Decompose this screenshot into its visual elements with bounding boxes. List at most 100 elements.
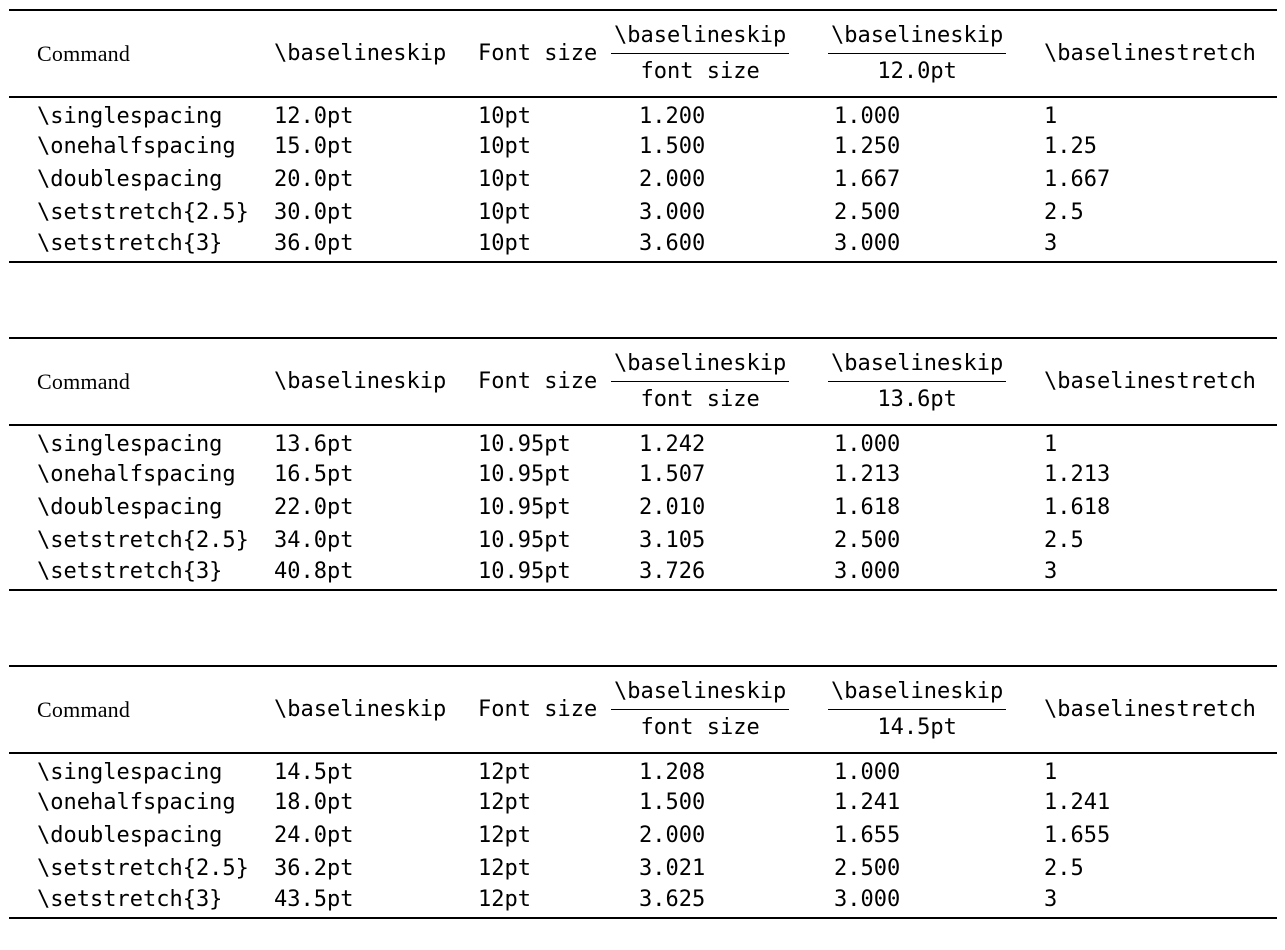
cell-baselineskip: 34.0pt xyxy=(274,528,354,553)
cell-baselinestretch: 3 xyxy=(1044,559,1058,584)
cell-ratio-ref: 1.618 xyxy=(834,495,901,520)
table-row: \setstretch{2.5} 30.0pt 10pt 3.000 2.500… xyxy=(9,196,1277,229)
cell-command: \singlespacing xyxy=(37,759,223,785)
cell-font-size: 12pt xyxy=(478,790,531,815)
spacing-table-12pt: Command \baselineskip Font size \baselin… xyxy=(9,665,1277,919)
cell-ratio-ref: 1.000 xyxy=(834,103,901,129)
cell-command: \singlespacing xyxy=(37,103,223,129)
table-row: \setstretch{3} 40.8pt 10.95pt 3.726 3.00… xyxy=(9,557,1277,590)
header-font-size: Font size xyxy=(478,369,598,394)
table-row: \setstretch{3} 36.0pt 10pt 3.600 3.000 3 xyxy=(9,229,1277,262)
fraction: \baselineskip 14.5pt xyxy=(828,679,1007,740)
header-baselinestretch: \baselinestretch xyxy=(1044,369,1256,394)
cell-baselineskip: 13.6pt xyxy=(274,431,354,457)
cell-baselinestretch: 1 xyxy=(1044,759,1058,785)
cell-baselinestretch: 1.655 xyxy=(1044,823,1111,848)
cell-command: \doublespacing xyxy=(37,495,223,520)
fraction-denominator: font size xyxy=(640,715,760,740)
cell-ratio-ref: 3.000 xyxy=(834,231,901,256)
cell-font-size: 10.95pt xyxy=(478,495,571,520)
cell-ratio-ref: 3.000 xyxy=(834,559,901,584)
table-row: \doublespacing 24.0pt 12pt 2.000 1.655 1… xyxy=(9,819,1277,852)
cell-command: \doublespacing xyxy=(37,167,223,192)
cell-baselineskip: 36.0pt xyxy=(274,231,354,256)
table-row: \setstretch{2.5} 34.0pt 10.95pt 3.105 2.… xyxy=(9,524,1277,557)
cell-baselinestretch: 1.667 xyxy=(1044,167,1111,192)
document-page: Command \baselineskip Font size \baselin… xyxy=(9,9,1277,919)
cell-ratio-fontsize: 1.500 xyxy=(639,790,706,815)
cell-font-size: 12pt xyxy=(478,856,531,881)
cell-command: \onehalfspacing xyxy=(37,134,236,159)
cell-baselinestretch: 1.25 xyxy=(1044,134,1097,159)
table-row: \onehalfspacing 18.0pt 12pt 1.500 1.241 … xyxy=(9,786,1277,819)
cell-font-size: 12pt xyxy=(478,759,531,785)
cell-ratio-ref: 1.250 xyxy=(834,134,901,159)
cell-ratio-fontsize: 2.000 xyxy=(639,823,706,848)
fraction-numerator: \baselineskip xyxy=(828,351,1007,382)
cell-baselineskip: 14.5pt xyxy=(274,759,354,785)
cell-ratio-ref: 1.000 xyxy=(834,431,901,457)
fraction-denominator: 12.0pt xyxy=(877,59,957,84)
cell-ratio-ref: 2.500 xyxy=(834,856,901,881)
cell-ratio-ref: 2.500 xyxy=(834,200,901,225)
cell-font-size: 12pt xyxy=(478,823,531,848)
cell-ratio-fontsize: 1.242 xyxy=(639,431,706,457)
table-row: \doublespacing 20.0pt 10pt 2.000 1.667 1… xyxy=(9,163,1277,196)
fraction: \baselineskip font size xyxy=(611,351,790,412)
cell-font-size: 10.95pt xyxy=(478,559,571,584)
fraction-numerator: \baselineskip xyxy=(611,23,790,54)
fraction: \baselineskip 13.6pt xyxy=(828,351,1007,412)
header-ratio-to-fontsize: \baselineskip font size xyxy=(611,666,828,753)
cell-command: \singlespacing xyxy=(37,431,223,457)
header-font-size: Font size xyxy=(478,41,598,66)
cell-font-size: 10.95pt xyxy=(478,528,571,553)
header-ratio-to-fontsize: \baselineskip font size xyxy=(611,10,828,97)
cell-command: \onehalfspacing xyxy=(37,462,236,487)
table-row: \onehalfspacing 15.0pt 10pt 1.500 1.250 … xyxy=(9,130,1277,163)
header-baselinestretch: \baselinestretch xyxy=(1044,41,1256,66)
cell-baselineskip: 18.0pt xyxy=(274,790,354,815)
cell-baselinestretch: 3 xyxy=(1044,231,1058,256)
fraction: \baselineskip font size xyxy=(611,23,790,84)
cell-command: \doublespacing xyxy=(37,823,223,848)
cell-command: \setstretch{3} xyxy=(37,231,223,256)
cell-baselinestretch: 2.5 xyxy=(1044,856,1084,881)
cell-command: \setstretch{3} xyxy=(37,559,223,584)
header-ratio-to-13-6pt: \baselineskip 13.6pt xyxy=(828,338,1044,425)
cell-baselinestretch: 1.213 xyxy=(1044,462,1111,487)
cell-baselineskip: 24.0pt xyxy=(274,823,354,848)
cell-font-size: 10.95pt xyxy=(478,462,571,487)
table-row: \setstretch{2.5} 36.2pt 12pt 3.021 2.500… xyxy=(9,852,1277,885)
cell-command: \onehalfspacing xyxy=(37,790,236,815)
cell-ratio-fontsize: 2.000 xyxy=(639,167,706,192)
cell-baselineskip: 16.5pt xyxy=(274,462,354,487)
table-row: \setstretch{3} 43.5pt 12pt 3.625 3.000 3 xyxy=(9,885,1277,918)
cell-ratio-fontsize: 2.010 xyxy=(639,495,706,520)
header-row: Command \baselineskip Font size \baselin… xyxy=(9,10,1277,97)
table-row: \doublespacing 22.0pt 10.95pt 2.010 1.61… xyxy=(9,491,1277,524)
header-ratio-to-fontsize: \baselineskip font size xyxy=(611,338,828,425)
cell-baselineskip: 36.2pt xyxy=(274,856,354,881)
cell-ratio-ref: 1.667 xyxy=(834,167,901,192)
header-command: Command xyxy=(37,696,131,722)
cell-command: \setstretch{2.5} xyxy=(37,856,249,881)
cell-font-size: 12pt xyxy=(478,887,531,912)
cell-baselineskip: 20.0pt xyxy=(274,167,354,192)
cell-baselineskip: 40.8pt xyxy=(274,559,354,584)
cell-ratio-fontsize: 3.625 xyxy=(639,887,706,912)
header-baselinestretch: \baselinestretch xyxy=(1044,697,1256,722)
table-row: \singlespacing 14.5pt 12pt 1.208 1.000 1 xyxy=(9,753,1277,786)
cell-font-size: 10pt xyxy=(478,167,531,192)
cell-baselineskip: 12.0pt xyxy=(274,103,354,129)
cell-ratio-fontsize: 3.726 xyxy=(639,559,706,584)
cell-font-size: 10pt xyxy=(478,134,531,159)
cell-ratio-fontsize: 3.600 xyxy=(639,231,706,256)
cell-baselineskip: 15.0pt xyxy=(274,134,354,159)
table-row: \singlespacing 13.6pt 10.95pt 1.242 1.00… xyxy=(9,425,1277,458)
cell-ratio-fontsize: 1.208 xyxy=(639,759,706,785)
cell-baselineskip: 30.0pt xyxy=(274,200,354,225)
fraction-denominator: font size xyxy=(640,387,760,412)
cell-baselinestretch: 1 xyxy=(1044,431,1058,457)
fraction-denominator: 14.5pt xyxy=(877,715,957,740)
cell-ratio-ref: 1.213 xyxy=(834,462,901,487)
